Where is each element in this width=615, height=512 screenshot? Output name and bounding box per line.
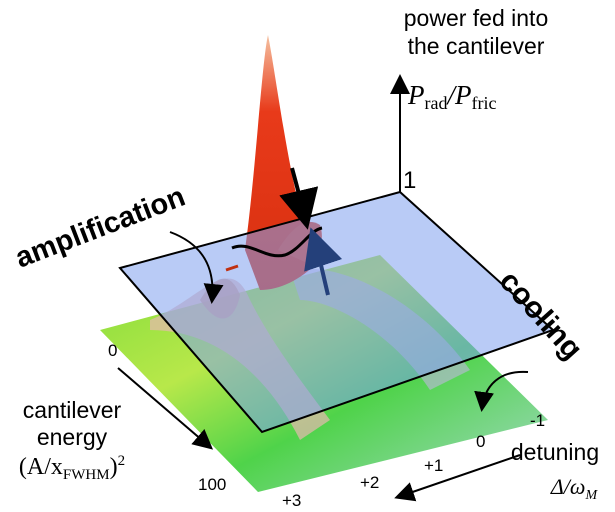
arrow — [304, 227, 343, 296]
tick-label: 100 — [198, 475, 226, 494]
tick-label: +1 — [424, 456, 443, 475]
axis-caption: cantilever — [23, 397, 122, 423]
tick-label: +3 — [282, 491, 301, 510]
axis-symbol: (A/xFWHM)2 — [19, 453, 125, 483]
symbol-part: M — [584, 488, 598, 503]
symbol-part: ) — [110, 454, 118, 480]
tick-label: -1 — [530, 411, 545, 430]
symbol-part: Δ/ω — [550, 474, 586, 499]
symbol-part: 2 — [118, 453, 126, 469]
axis-symbol: Prad/Pfric — [407, 80, 496, 113]
axis-caption: energy — [37, 424, 108, 450]
tick-label: 0 — [476, 432, 485, 451]
energy-arrow — [117, 367, 214, 450]
arrow — [169, 231, 224, 304]
symbol-part: rad — [425, 93, 448, 113]
symbol-part: fric — [471, 93, 496, 113]
symbol-part: /P — [445, 80, 471, 110]
tick-label: 0 — [108, 341, 117, 360]
axis-caption: detuning — [511, 439, 599, 465]
arrow — [474, 370, 529, 412]
arrow — [279, 167, 319, 230]
symbol-part: (A/x — [19, 454, 63, 480]
axis-caption: the cantilever — [408, 33, 545, 59]
tick-label: +2 — [360, 473, 379, 492]
symbol-part: FWHM — [63, 467, 110, 483]
symbol-part: P — [407, 80, 425, 110]
detuning-arrow — [394, 454, 521, 502]
axis-symbol: Δ/ωM — [550, 474, 599, 503]
axis-tick: 1 — [403, 167, 416, 194]
contour — [225, 264, 239, 272]
axis-caption: power fed into — [404, 5, 548, 31]
